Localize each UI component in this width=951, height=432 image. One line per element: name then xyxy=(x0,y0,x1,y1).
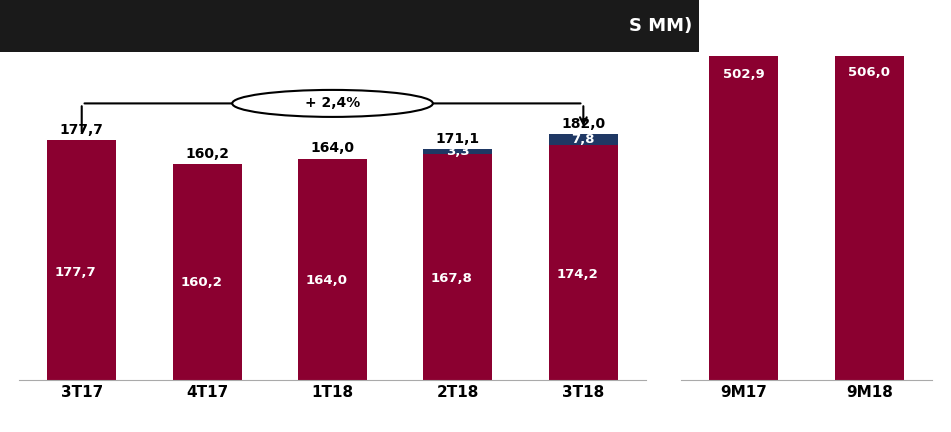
Bar xyxy=(709,0,778,380)
Bar xyxy=(298,159,367,380)
Text: 502,9: 502,9 xyxy=(723,68,765,81)
Bar xyxy=(549,134,618,145)
Text: 7,8: 7,8 xyxy=(572,133,595,146)
Text: 171,1: 171,1 xyxy=(436,132,480,146)
Text: 160,2: 160,2 xyxy=(180,276,222,289)
Bar xyxy=(835,0,903,380)
Bar xyxy=(48,140,116,380)
Text: 182,0: 182,0 xyxy=(561,117,606,131)
Text: 177,7: 177,7 xyxy=(60,123,104,137)
Text: 164,0: 164,0 xyxy=(311,141,355,156)
Text: 506,0: 506,0 xyxy=(848,66,890,79)
Text: 160,2: 160,2 xyxy=(185,146,229,161)
Text: 167,8: 167,8 xyxy=(431,272,473,285)
Bar xyxy=(549,145,618,380)
Text: 174,2: 174,2 xyxy=(556,268,598,281)
Bar xyxy=(173,164,242,380)
Text: + 2,4%: + 2,4% xyxy=(305,96,360,111)
Text: S MM): S MM) xyxy=(629,17,692,35)
Ellipse shape xyxy=(232,90,433,117)
Bar xyxy=(423,154,493,380)
Text: 177,7: 177,7 xyxy=(55,266,96,279)
Text: 3,3: 3,3 xyxy=(446,145,470,158)
Text: 164,0: 164,0 xyxy=(305,274,347,287)
Bar xyxy=(423,149,493,154)
